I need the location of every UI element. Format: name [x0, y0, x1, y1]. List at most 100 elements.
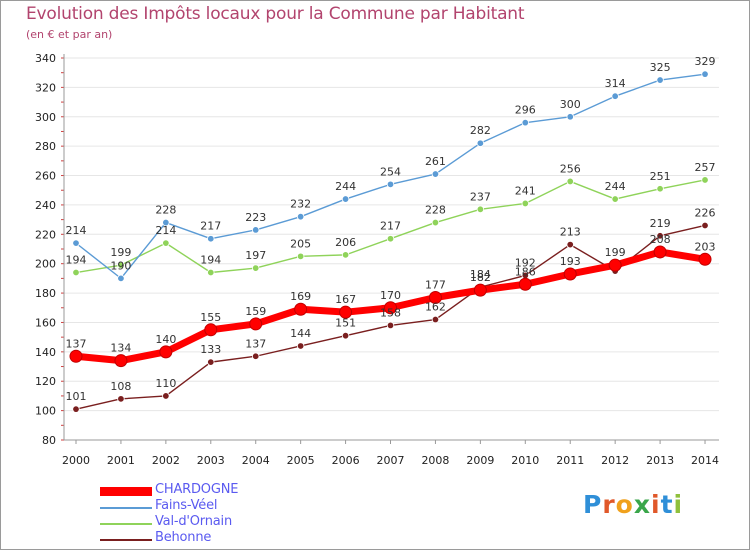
legend-swatch — [100, 487, 152, 496]
data-point — [653, 245, 667, 259]
data-label: 133 — [200, 343, 221, 356]
data-label: 232 — [290, 198, 311, 211]
data-label: 151 — [335, 317, 356, 330]
x-tick-label: 2000 — [62, 454, 90, 467]
data-point — [72, 239, 80, 247]
data-point — [72, 268, 80, 277]
data-label: 205 — [290, 237, 311, 250]
data-label: 137 — [66, 337, 87, 350]
data-label: 314 — [605, 77, 626, 90]
legend-swatch — [100, 523, 152, 525]
data-point — [162, 392, 170, 400]
x-tick-label: 2007 — [377, 454, 405, 467]
data-point — [566, 177, 574, 186]
legend-swatch — [100, 507, 152, 509]
data-label: 197 — [245, 249, 266, 262]
x-tick-label: 2001 — [107, 454, 135, 467]
data-point — [428, 290, 442, 304]
data-label: 159 — [245, 305, 266, 318]
data-label: 206 — [335, 236, 356, 249]
x-tick-label: 2002 — [152, 454, 180, 467]
data-point — [476, 139, 485, 147]
data-point — [117, 395, 125, 403]
data-point — [296, 252, 305, 261]
data-label: 144 — [290, 327, 311, 340]
data-point — [117, 261, 125, 269]
data-point — [656, 185, 664, 193]
data-label: 217 — [200, 220, 221, 233]
data-label: 155 — [200, 311, 221, 324]
data-point — [656, 232, 664, 240]
data-point — [252, 264, 260, 272]
legend-label: Fains-Véel — [155, 498, 218, 513]
data-label: 169 — [290, 290, 311, 303]
data-point — [159, 345, 173, 359]
data-label: 194 — [66, 254, 87, 267]
data-label: 203 — [695, 240, 716, 253]
data-point — [476, 205, 485, 214]
proxiti-logo: Proxiti — [583, 490, 683, 519]
legend-item: CHARDOGNE — [100, 482, 300, 500]
data-label: 254 — [380, 165, 401, 178]
logo-letter: i — [673, 490, 684, 519]
y-tick-label: 340 — [35, 52, 56, 65]
data-label: 261 — [425, 155, 446, 168]
x-tick-label: 2004 — [242, 454, 270, 467]
data-label: 228 — [155, 204, 176, 217]
data-point — [701, 70, 709, 78]
data-point — [341, 251, 350, 259]
data-label: 217 — [380, 220, 401, 233]
data-point — [431, 218, 440, 227]
y-tick-label: 120 — [35, 375, 56, 388]
data-point — [473, 283, 487, 297]
data-point — [384, 301, 398, 315]
data-label: 244 — [335, 180, 356, 193]
logo-letter: t — [660, 490, 674, 519]
legend-item: Val-d'Ornain — [100, 514, 300, 532]
data-point — [386, 321, 395, 330]
data-label: 182 — [470, 271, 491, 284]
y-tick-label: 280 — [35, 140, 56, 153]
data-point — [252, 226, 260, 234]
data-point — [339, 305, 353, 319]
data-label: 108 — [110, 380, 131, 393]
x-tick-label: 2008 — [421, 454, 449, 467]
logo-letter: o — [615, 490, 634, 519]
data-point — [386, 180, 395, 189]
data-label: 251 — [650, 170, 671, 183]
data-label: 226 — [695, 206, 716, 219]
data-label: 219 — [650, 217, 671, 230]
x-tick-label: 2010 — [511, 454, 539, 467]
data-point — [341, 331, 350, 340]
y-tick-label: 80 — [42, 434, 56, 447]
data-label: 110 — [155, 377, 176, 390]
data-label: 162 — [425, 301, 446, 314]
data-point — [521, 199, 529, 208]
data-point — [431, 170, 440, 178]
x-tick-label: 2011 — [556, 454, 584, 467]
logo-letter: x — [633, 490, 651, 519]
legend-item: Fains-Véel — [100, 498, 300, 516]
y-tick-label: 100 — [35, 405, 56, 418]
data-label: 223 — [245, 211, 266, 224]
data-label: 158 — [380, 306, 401, 319]
data-point — [117, 274, 125, 283]
data-label: 214 — [155, 224, 176, 237]
data-point — [341, 195, 350, 203]
logo-letter: i — [651, 490, 661, 519]
data-point — [69, 349, 83, 363]
data-label: 194 — [200, 254, 221, 267]
data-label: 184 — [470, 268, 491, 281]
x-tick-label: 2003 — [197, 454, 225, 467]
data-label: 199 — [605, 246, 626, 259]
data-label: 101 — [66, 390, 87, 403]
data-point — [701, 176, 709, 184]
data-point — [72, 405, 80, 413]
data-label: 257 — [695, 161, 716, 174]
legend-label: Val-d'Ornain — [155, 514, 232, 529]
x-tick-label: 2005 — [287, 454, 315, 467]
data-point — [294, 302, 308, 316]
x-tick-label: 2013 — [646, 454, 674, 467]
